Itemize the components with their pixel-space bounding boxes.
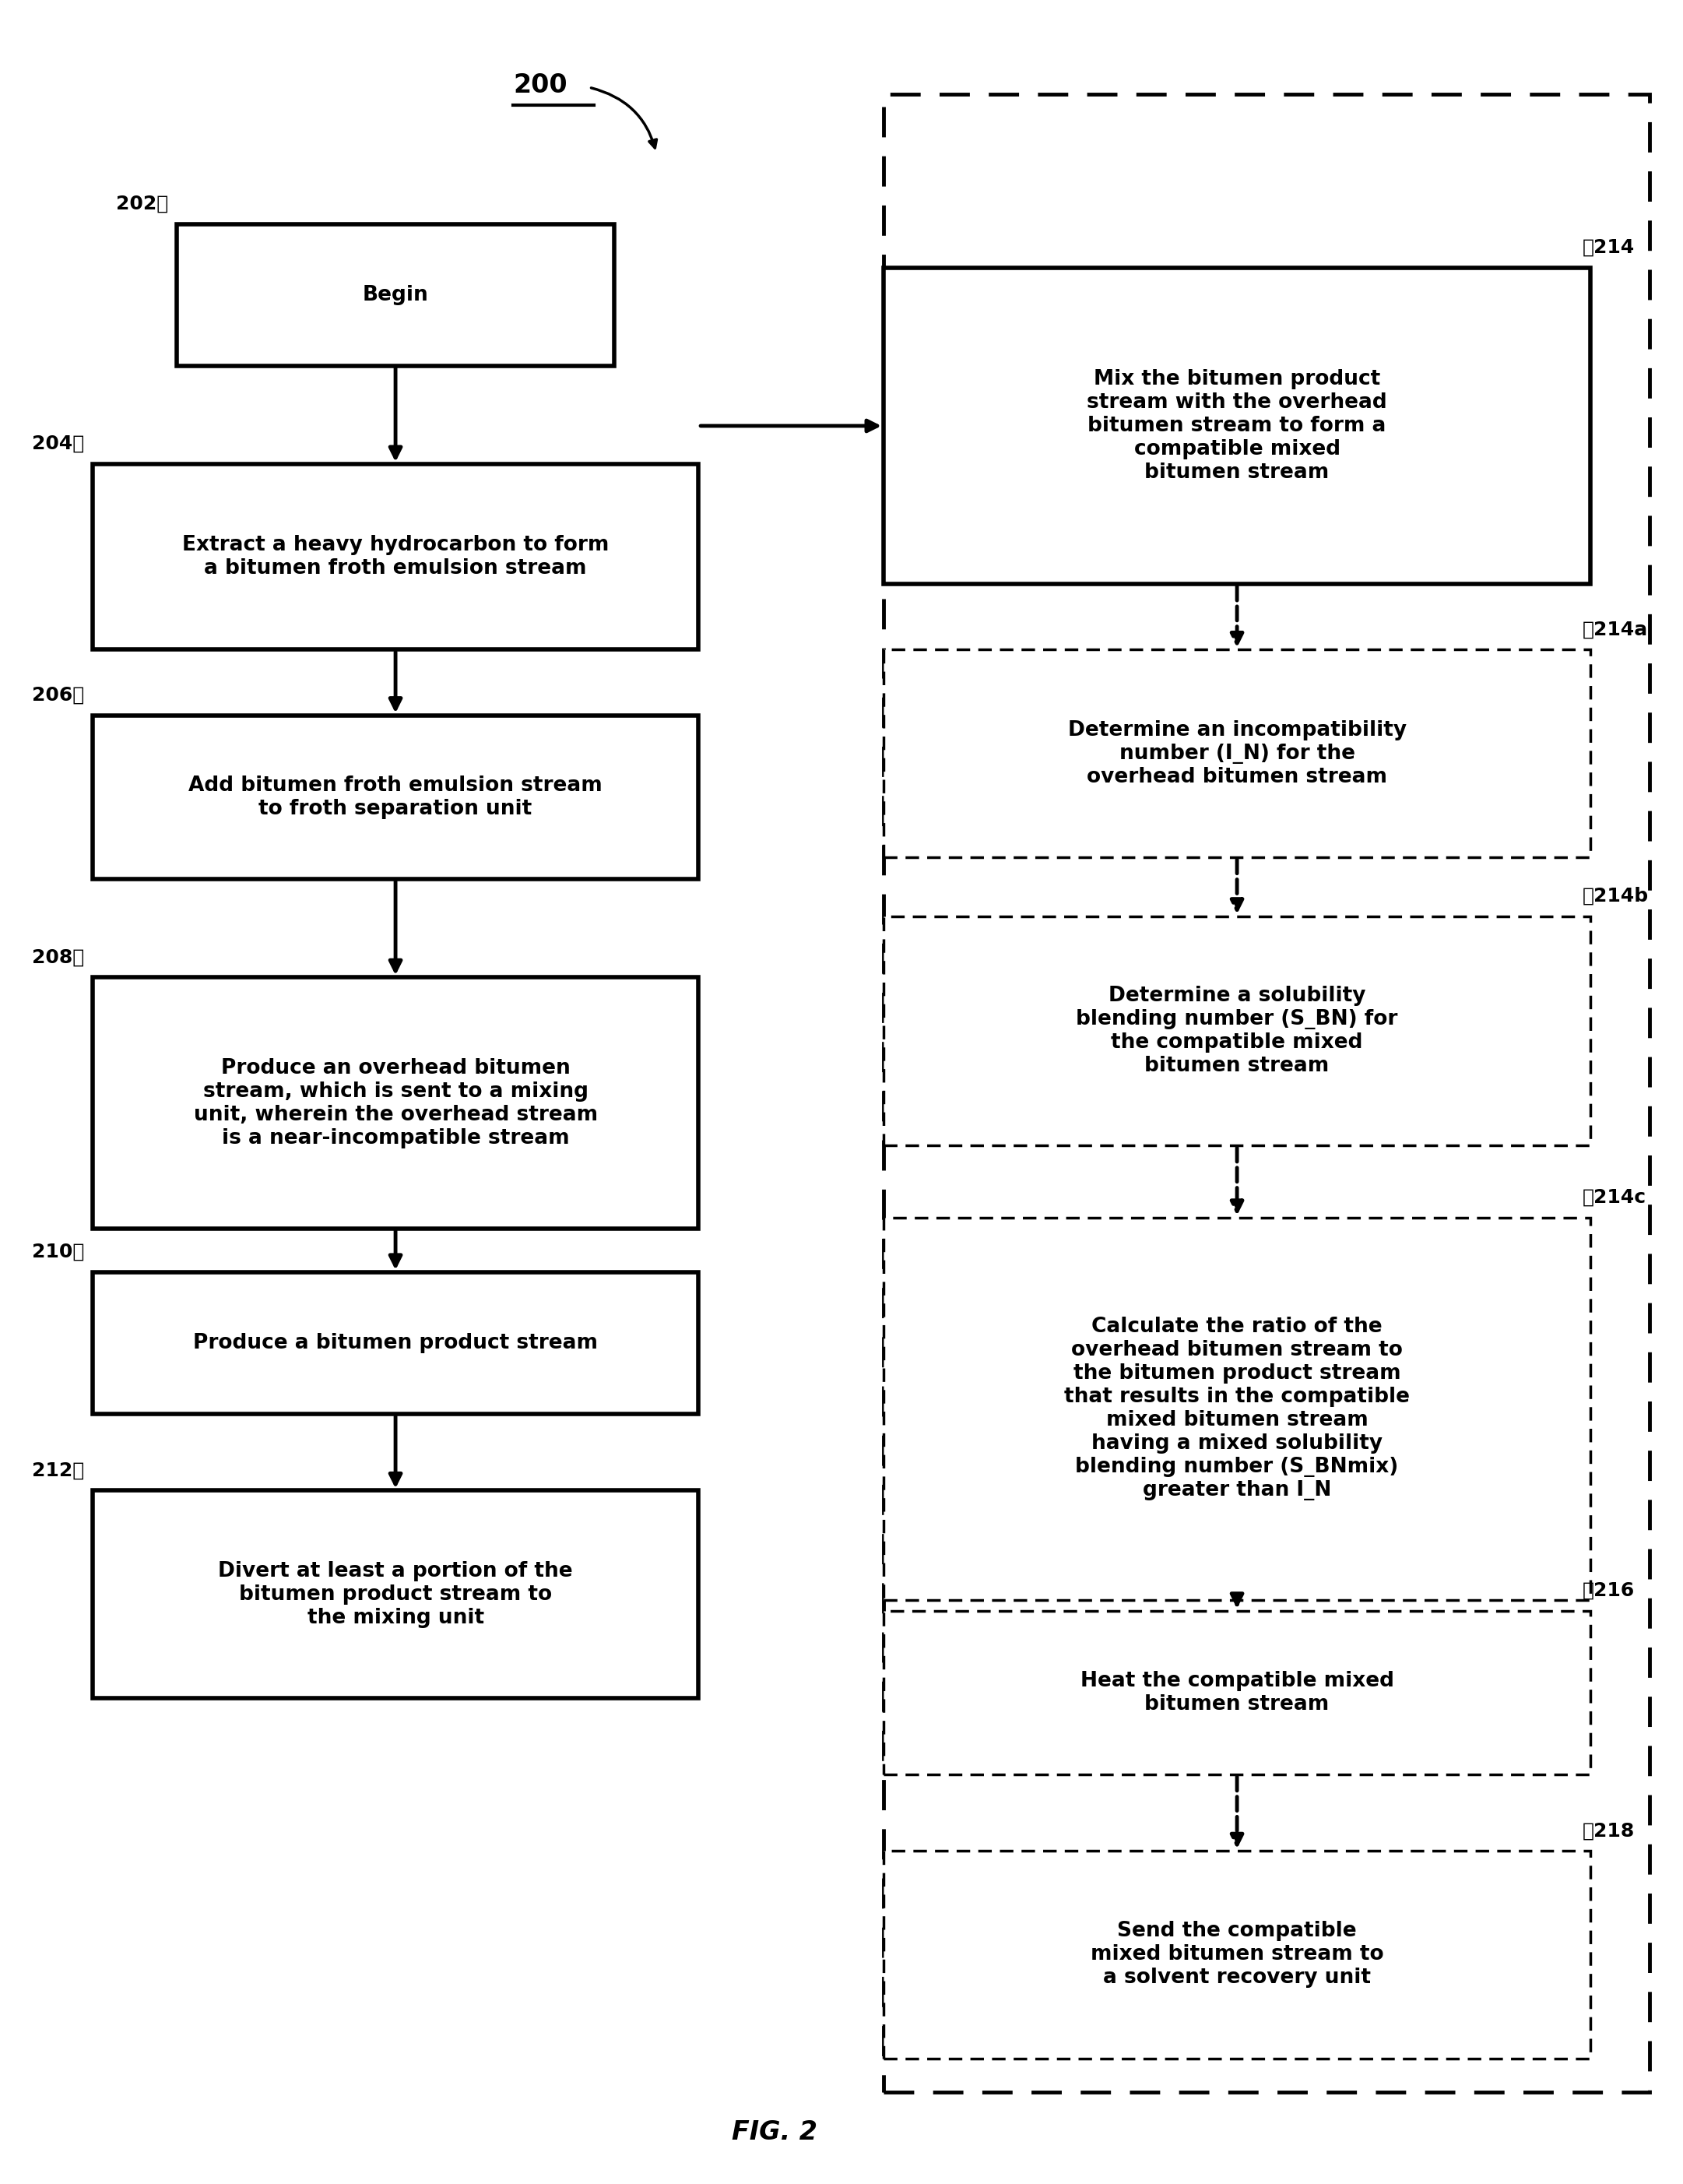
Text: ⸌214a: ⸌214a	[1582, 620, 1648, 638]
Text: FIG. 2: FIG. 2	[732, 2118, 816, 2145]
Bar	[884, 917, 1590, 1144]
Text: 200: 200	[513, 72, 567, 98]
Bar	[884, 1612, 1590, 1773]
Bar	[884, 1219, 1590, 1599]
Text: Extract a heavy hydrocarbon to form
a bitumen froth emulsion stream: Extract a heavy hydrocarbon to form a bi…	[182, 535, 609, 579]
Bar	[93, 1271, 698, 1415]
Text: Produce an overhead bitumen
stream, which is sent to a mixing
unit, wherein the : Produce an overhead bitumen stream, whic…	[194, 1057, 597, 1149]
Bar	[884, 269, 1590, 585]
Text: 204⸌: 204⸌	[32, 435, 84, 454]
Text: Determine a solubility
blending number (S_BN) for
the compatible mixed
bitumen s: Determine a solubility blending number (…	[1075, 985, 1399, 1077]
Text: 208⸌: 208⸌	[32, 948, 84, 965]
Text: 206⸌: 206⸌	[32, 686, 84, 703]
Bar	[884, 1850, 1590, 2057]
Bar	[93, 1489, 698, 1699]
Text: Divert at least a portion of the
bitumen product stream to
the mixing unit: Divert at least a portion of the bitumen…	[219, 1562, 572, 1627]
Text: ⸌216: ⸌216	[1582, 1581, 1634, 1599]
Text: Calculate the ratio of the
overhead bitumen stream to
the bitumen product stream: Calculate the ratio of the overhead bitu…	[1064, 1317, 1410, 1500]
Text: Heat the compatible mixed
bitumen stream: Heat the compatible mixed bitumen stream	[1080, 1671, 1394, 1714]
Text: 202⸌: 202⸌	[116, 194, 168, 214]
Bar	[177, 225, 614, 367]
Bar	[93, 978, 698, 1227]
Text: ⸌214c: ⸌214c	[1582, 1188, 1646, 1206]
Text: ⸌214: ⸌214	[1582, 238, 1634, 256]
Text: ⸌218: ⸌218	[1582, 1821, 1634, 1839]
Text: Determine an incompatibility
number (I_N) for the
overhead bitumen stream: Determine an incompatibility number (I_N…	[1067, 721, 1407, 786]
Bar	[884, 94, 1649, 2092]
Text: 210⸌: 210⸌	[32, 1243, 84, 1262]
Bar	[884, 651, 1590, 856]
Text: Add bitumen froth emulsion stream
to froth separation unit: Add bitumen froth emulsion stream to fro…	[188, 775, 603, 819]
Text: Produce a bitumen product stream: Produce a bitumen product stream	[194, 1332, 597, 1354]
Bar	[93, 465, 698, 651]
Text: Send the compatible
mixed bitumen stream to
a solvent recovery unit: Send the compatible mixed bitumen stream…	[1091, 1922, 1383, 1987]
Text: Mix the bitumen product
stream with the overhead
bitumen stream to form a
compat: Mix the bitumen product stream with the …	[1087, 369, 1387, 483]
Text: Begin: Begin	[362, 284, 429, 306]
Text: 212⸌: 212⸌	[32, 1461, 84, 1481]
Bar	[93, 714, 698, 878]
Text: ⸌214b: ⸌214b	[1582, 887, 1648, 904]
